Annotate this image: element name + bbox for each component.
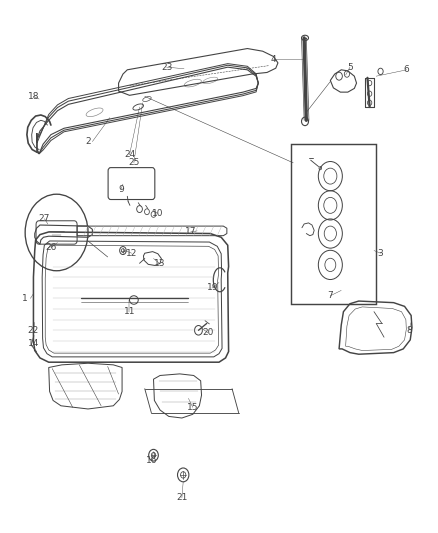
Text: 19: 19 — [207, 283, 218, 292]
Text: 9: 9 — [118, 185, 124, 194]
Text: 21: 21 — [176, 493, 187, 502]
Text: 26: 26 — [45, 244, 57, 253]
Text: 4: 4 — [271, 55, 276, 63]
Text: 22: 22 — [28, 326, 39, 335]
Text: 25: 25 — [128, 158, 140, 167]
Text: 5: 5 — [347, 63, 353, 71]
Text: 3: 3 — [378, 249, 383, 258]
Bar — [291, 144, 376, 304]
Text: 7: 7 — [328, 291, 333, 300]
Text: 1: 1 — [22, 294, 28, 303]
Text: 12: 12 — [126, 249, 138, 258]
Text: 6: 6 — [404, 66, 410, 74]
Text: 17: 17 — [185, 228, 196, 237]
Text: 20: 20 — [202, 328, 214, 337]
Text: 2: 2 — [85, 137, 91, 146]
Text: 10: 10 — [152, 209, 164, 218]
Text: 24: 24 — [124, 150, 135, 159]
Text: 15: 15 — [187, 403, 198, 412]
Text: 18: 18 — [28, 92, 39, 101]
Text: 8: 8 — [406, 326, 412, 335]
Text: 23: 23 — [161, 63, 172, 71]
Text: 13: 13 — [154, 260, 166, 268]
Text: 16: 16 — [145, 456, 157, 465]
Text: 27: 27 — [39, 214, 50, 223]
Text: 11: 11 — [124, 307, 135, 316]
Text: 14: 14 — [28, 339, 39, 348]
